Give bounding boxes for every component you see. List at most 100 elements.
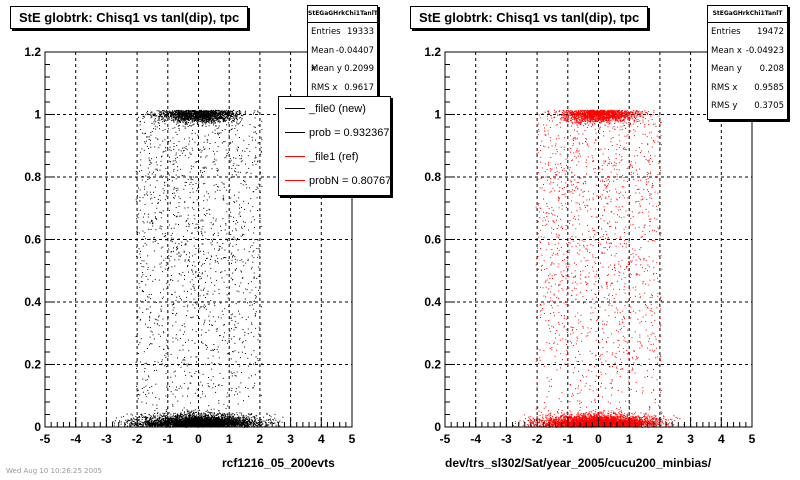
left-point [139,423,141,425]
left-point [180,120,182,122]
left-point [204,415,206,417]
left-point [183,121,185,123]
left-point [167,116,169,118]
left-point [206,118,207,120]
left-point [219,425,221,427]
left-point [244,111,246,113]
left-point [203,412,205,414]
left-point [206,423,208,425]
left-point [176,415,178,417]
left-point [172,110,173,112]
left-point [139,425,141,427]
left-point [131,419,133,421]
left-point [189,419,191,420]
left-point [183,407,185,409]
left-point [214,413,216,415]
left-point [208,420,210,422]
left-point [162,423,164,425]
left-point [189,415,191,417]
left-point [255,424,257,426]
left-point [130,419,132,421]
left-point [282,416,284,418]
left-point [205,120,207,122]
left-point [254,420,255,422]
left-point [144,420,146,422]
left-point [202,420,204,422]
left-point [220,424,222,426]
left-point [231,110,233,112]
left-point [245,415,247,417]
left-point [184,418,186,419]
left-point [268,422,270,423]
left-point [176,421,178,423]
left-point [210,422,212,424]
left-point [200,119,202,121]
left-point [235,423,237,425]
left-point [212,115,214,117]
left-point [150,423,152,425]
left-point [150,424,152,426]
left-point [230,419,232,421]
left-point [126,422,128,424]
left-point [241,118,243,120]
left-point [193,413,195,414]
left-point [193,115,195,117]
left-point [146,425,148,427]
left-point [232,422,234,424]
left-point [140,414,142,416]
left-point [186,116,188,118]
left-point [192,417,194,419]
left-point [158,417,160,419]
left-point [219,113,220,115]
left-point [144,422,146,424]
left-point [164,417,166,419]
left-point [228,419,230,421]
left-point [242,420,244,422]
left-point [172,113,174,115]
left-point [164,423,166,425]
left-point [149,419,150,421]
left-point [196,117,198,119]
left-point [243,419,244,421]
left-point [179,119,181,121]
left-point [249,422,251,424]
left-point [221,417,223,419]
left-point [173,120,175,122]
left-point [164,116,166,117]
left-point [224,422,226,424]
left-point [235,422,237,424]
left-point [187,412,189,414]
left-point [168,112,170,114]
left-point [166,423,168,425]
left-point [224,423,226,425]
left-point [160,423,162,425]
left-point [206,117,208,119]
left-point [218,422,220,424]
left-point [178,425,179,427]
left-point [215,119,217,121]
left-point [204,423,206,424]
left-point [196,110,198,112]
left-point [169,421,170,423]
left-point [173,416,175,418]
left-point [174,418,176,420]
left-point [200,424,202,426]
left-point [248,424,249,426]
left-point [156,115,158,117]
left-point [202,425,204,427]
left-point [224,413,226,415]
left-point [158,110,160,112]
left-point [201,417,203,418]
left-point [164,425,166,426]
left-point [204,113,206,115]
left-point [190,110,192,112]
left-point [238,423,240,425]
left-point [244,416,246,418]
left-point [202,418,204,419]
left-point [159,413,161,415]
left-point [177,120,179,122]
left-point [186,414,188,416]
left-point [256,418,258,420]
left-point [145,424,147,426]
left-point [216,420,218,422]
